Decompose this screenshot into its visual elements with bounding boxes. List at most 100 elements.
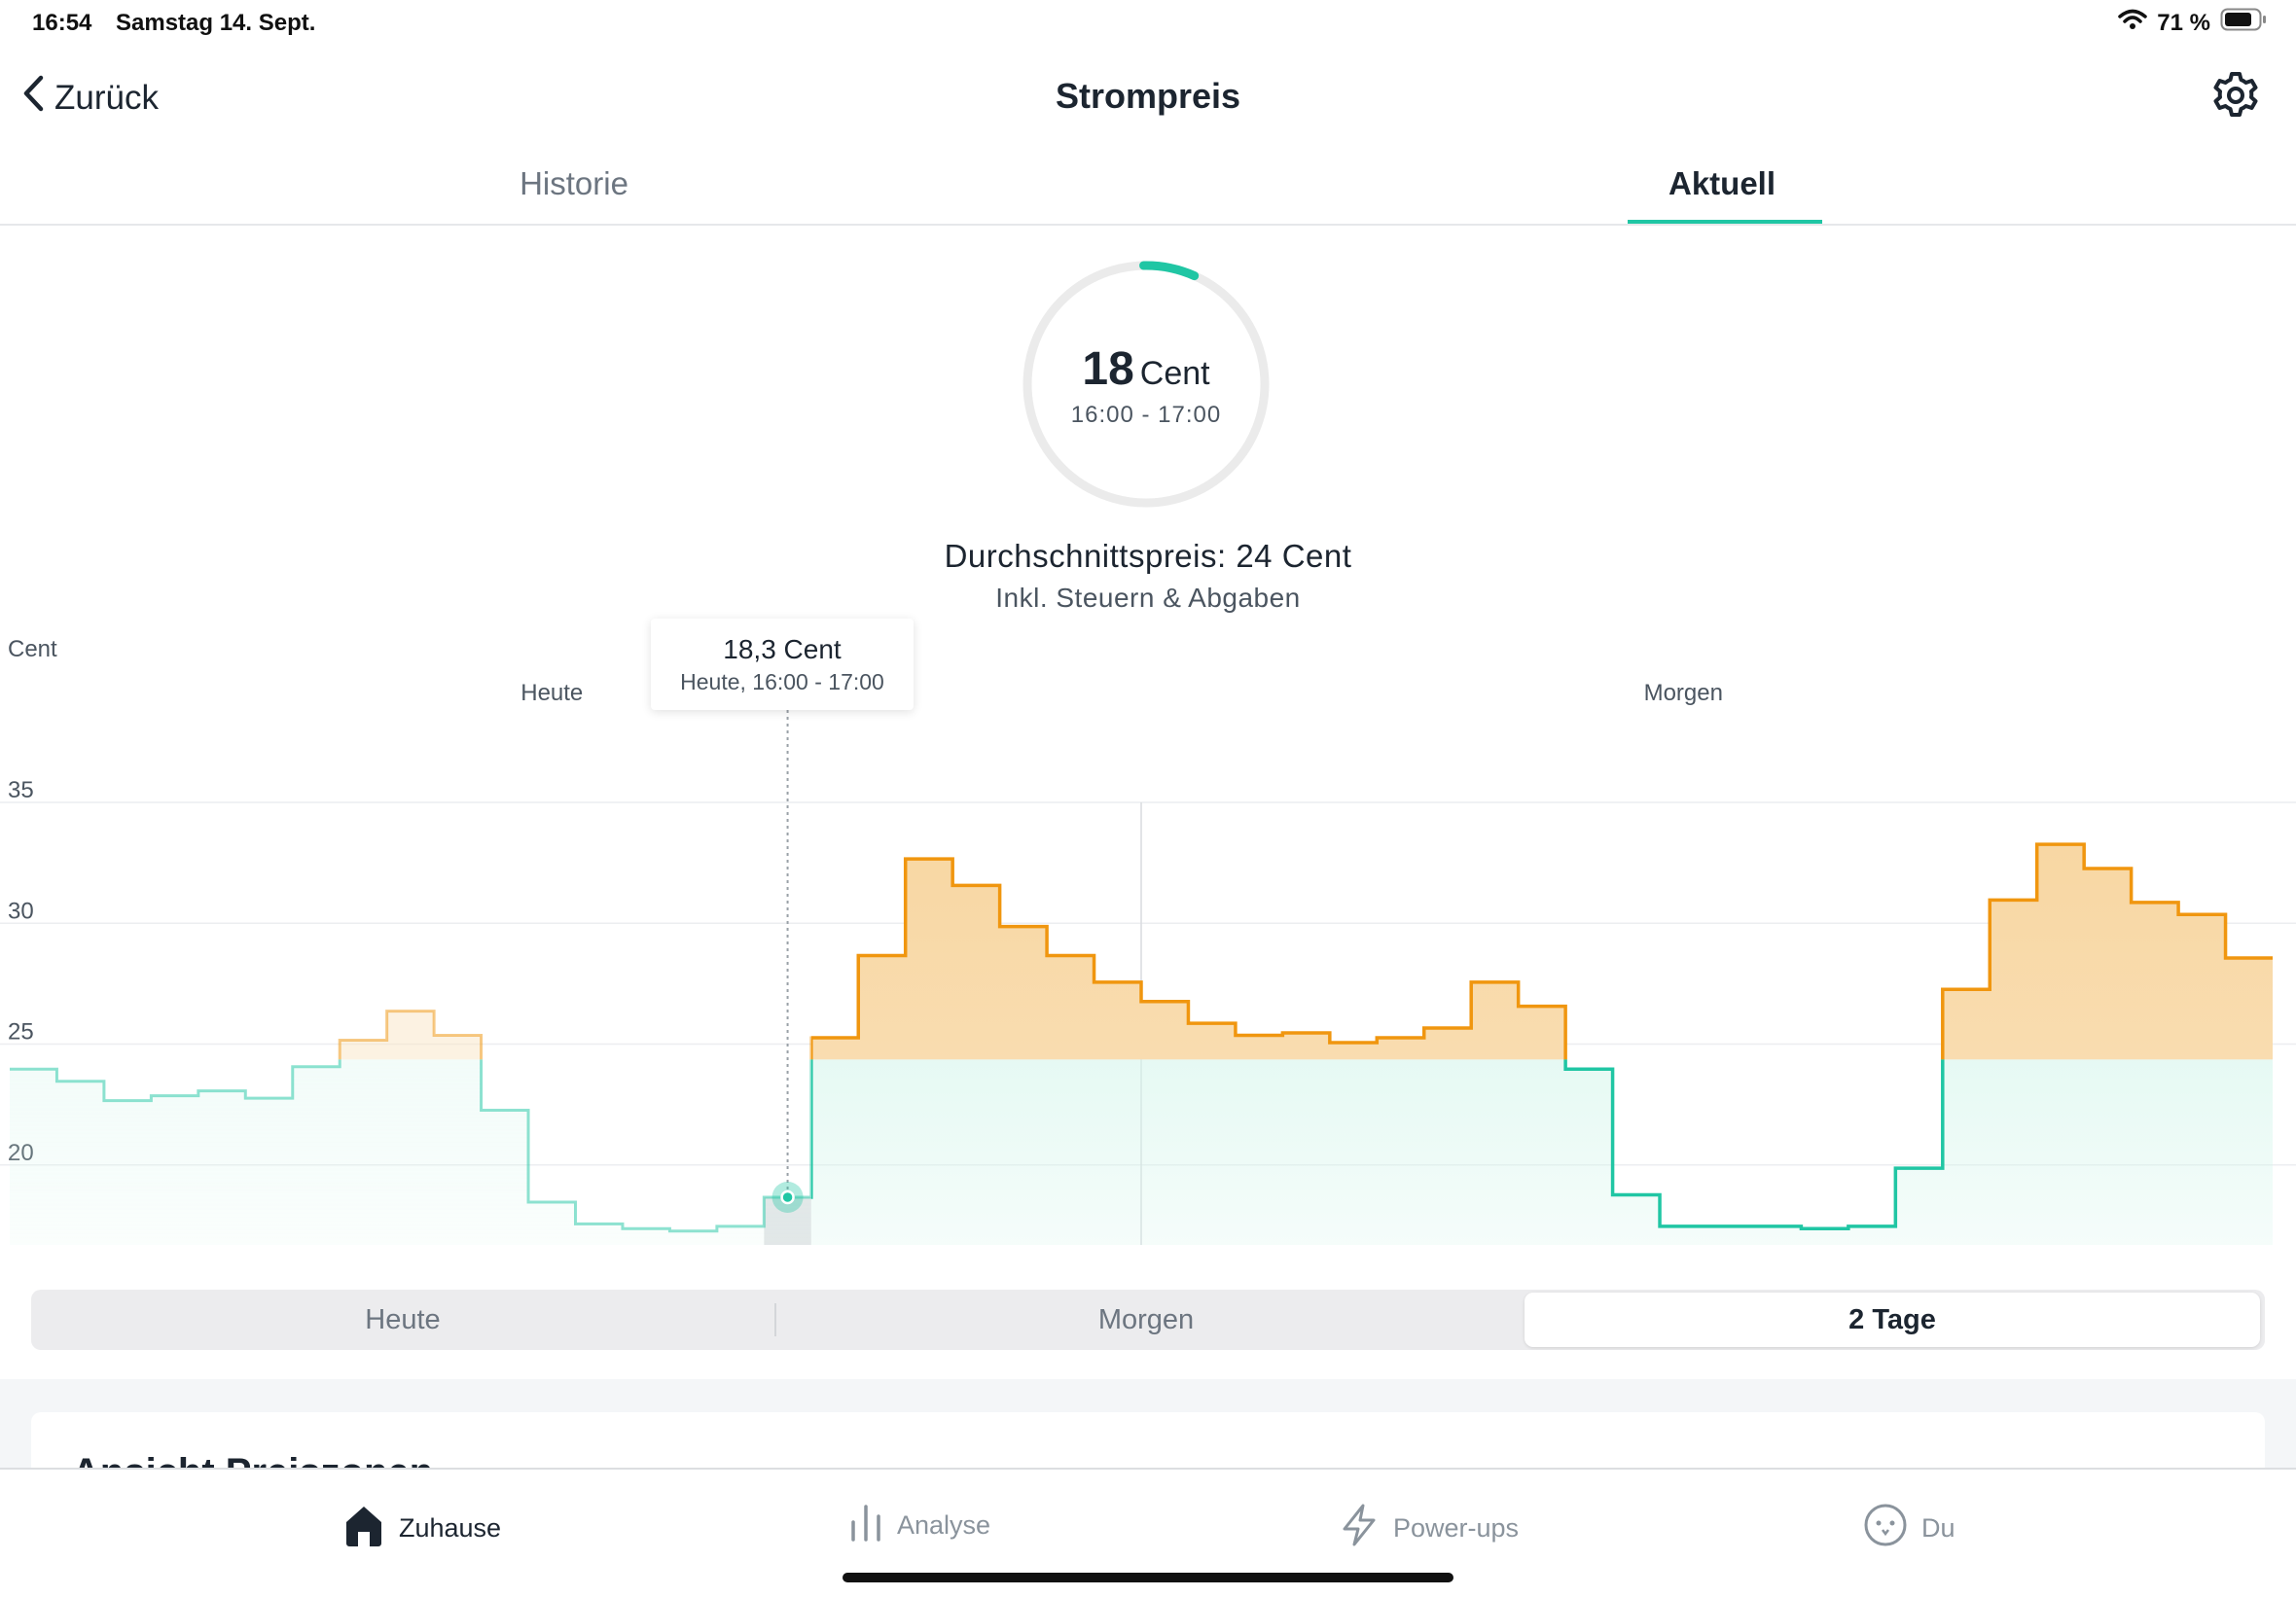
future-fill-low	[810, 1059, 2273, 1245]
price-step-19	[906, 858, 952, 860]
nav-power-ups[interactable]: Power-ups	[1339, 1503, 1519, 1554]
gauge-center: 18 Cent 16:00 - 17:00	[1017, 342, 1275, 429]
price-step-15	[717, 1225, 764, 1227]
y-axis-label: Cent	[8, 636, 57, 662]
price-tooltip: 18,3 Cent Heute, 16:00 - 17:00	[651, 619, 914, 710]
price-step-38	[1801, 1227, 1848, 1229]
segment-divider	[774, 1303, 776, 1336]
status-time: 16:54	[32, 10, 92, 36]
price-step-1	[56, 1081, 103, 1082]
nav-power-ups-label: Power-ups	[1393, 1513, 1520, 1543]
price-step-42	[1990, 899, 2036, 901]
area-high	[810, 844, 2273, 1060]
price-step-28	[1330, 1042, 1377, 1044]
settings-button[interactable]	[2210, 70, 2261, 125]
price-step-34	[1613, 1194, 1660, 1196]
price-step-39	[1848, 1225, 1895, 1227]
nav-bar: Zurück Strompreis	[0, 58, 2296, 136]
past-fill-high	[340, 1011, 482, 1060]
price-step-36	[1707, 1225, 1754, 1227]
price-step-18	[858, 954, 905, 956]
price-step-30	[1424, 1027, 1471, 1029]
lightning-icon	[1339, 1503, 1380, 1554]
gear-icon	[2210, 72, 2261, 124]
future-lines	[810, 842, 2273, 1231]
price-step-31	[1471, 981, 1518, 983]
price-step-6	[293, 1066, 340, 1068]
selection-dot	[780, 1189, 795, 1205]
past-line-high	[338, 1010, 811, 1060]
price-step-22	[1047, 954, 1094, 956]
price-step-24	[1141, 1001, 1188, 1003]
range-morgen[interactable]: Morgen	[1097, 1304, 1195, 1335]
face-icon	[1863, 1503, 1908, 1554]
price-step-33	[1565, 1068, 1612, 1070]
price-line-low	[810, 1059, 1945, 1231]
past-price-line-high	[338, 1010, 811, 1060]
nav-du[interactable]: Du	[1863, 1503, 1955, 1554]
future-line-low	[810, 1059, 1945, 1231]
tooltip-value: 18,3 Cent	[723, 634, 842, 664]
current-price-unit: Cent	[1139, 355, 1210, 392]
gauge-arc	[1139, 261, 1200, 281]
chart-lines	[10, 842, 2273, 1233]
area-past-high	[340, 1011, 482, 1060]
home-icon	[342, 1503, 385, 1554]
y-tick-label: 25	[8, 1019, 34, 1046]
status-date: Samstag 14. Sept.	[116, 10, 316, 36]
nav-zuhause[interactable]: Zuhause	[342, 1503, 501, 1554]
back-button[interactable]: Zurück	[21, 74, 159, 122]
past-fills	[10, 1011, 811, 1245]
status-right: 71 %	[2118, 8, 2267, 38]
past-lines	[10, 1010, 811, 1233]
nav-zuhause-label: Zuhause	[399, 1513, 502, 1543]
current-price-time: 16:00 - 17:00	[1070, 402, 1222, 428]
price-step-35	[1660, 1225, 1706, 1227]
bar-chart-icon	[848, 1503, 883, 1548]
price-step-8	[387, 1011, 434, 1012]
price-step-47	[2226, 957, 2273, 959]
tab-historie[interactable]: Historie	[520, 165, 628, 201]
price-step-13	[623, 1227, 669, 1229]
day-label: Morgen	[1644, 680, 1723, 706]
wifi-icon	[2118, 9, 2148, 37]
price-step-43	[2037, 843, 2084, 845]
price-step-4	[198, 1090, 245, 1092]
future-fills	[810, 844, 2273, 1245]
price-step-46	[2178, 913, 2225, 915]
tab-bar: Historie Aktuell	[0, 148, 2296, 226]
range-heute[interactable]: Heute	[365, 1304, 441, 1335]
price-step-21	[1000, 926, 1047, 928]
nav-analyse[interactable]: Analyse	[848, 1503, 990, 1548]
nav-du-label: Du	[1921, 1513, 1955, 1543]
price-step-9	[434, 1035, 481, 1037]
price-step-0	[10, 1068, 56, 1070]
tab-aktuell[interactable]: Aktuell	[1668, 165, 1776, 201]
future-fill-high	[810, 844, 2273, 1060]
price-step-11	[528, 1201, 575, 1203]
battery-percent: 71 %	[2157, 9, 2210, 36]
chevron-left-icon	[21, 74, 45, 122]
current-price-value: 18	[1082, 343, 1134, 395]
price-step-14	[669, 1230, 716, 1232]
range-2-tage[interactable]: 2 Tage	[1525, 1293, 2260, 1347]
price-step-45	[2132, 902, 2178, 904]
price-step-5	[245, 1097, 292, 1099]
day-label: Heute	[520, 680, 583, 706]
y-tick-label: 35	[8, 777, 34, 803]
price-line-high	[810, 842, 2273, 1060]
average-price-note: Inkl. Steuern & Abgaben	[995, 583, 1301, 613]
nav-analyse-label: Analyse	[897, 1510, 991, 1540]
price-step-3	[151, 1095, 197, 1097]
range-selector: Heute Morgen 2 Tage	[31, 1290, 2265, 1350]
page-title: Strompreis	[1055, 76, 1241, 116]
tooltip-label: Heute, 16:00 - 17:00	[680, 669, 884, 694]
price-step-41	[1943, 988, 1990, 990]
price-step-29	[1377, 1037, 1423, 1039]
future-line-high	[810, 842, 2273, 1060]
y-tick-label: 30	[8, 898, 34, 924]
price-step-7	[340, 1039, 386, 1041]
active-tab-indicator	[1628, 220, 1822, 224]
chart-fills	[10, 844, 2273, 1245]
